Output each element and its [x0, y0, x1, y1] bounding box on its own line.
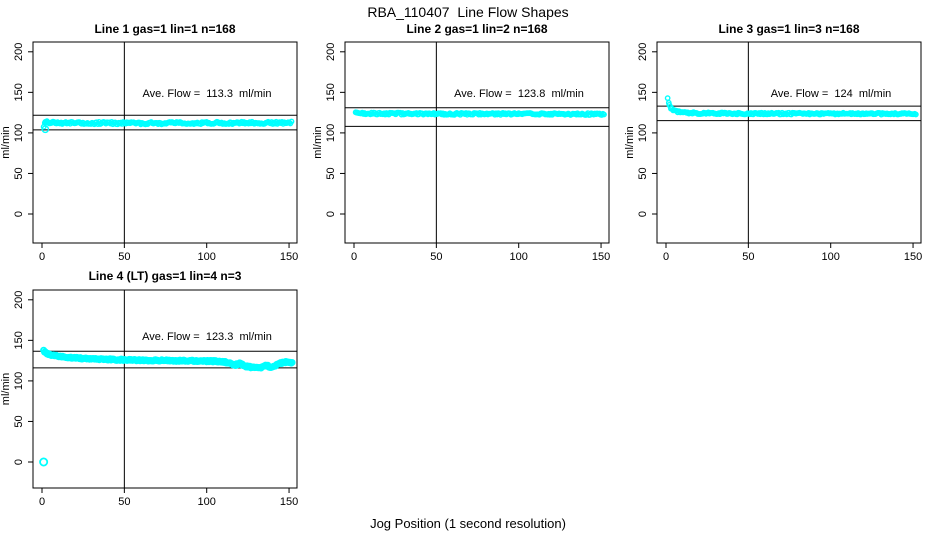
y-axis-tick-label: 0 — [13, 211, 25, 217]
x-axis-tick-label: 150 — [280, 251, 298, 263]
y-axis-tick-label: 0 — [13, 459, 25, 465]
y-axis-tick-label: 100 — [13, 372, 25, 390]
data-point — [912, 111, 919, 118]
y-axis-tick-label: 150 — [325, 83, 337, 101]
y-axis-tick-label: 150 — [13, 331, 25, 349]
ave-flow-annotation-line-3: Ave. Flow = 124 ml/min — [770, 88, 892, 100]
chart-line-1: 0 50 100 150 0 50 100 150 200 ml/min — [0, 41, 298, 263]
x-axis-tick-label: 100 — [510, 251, 528, 263]
chart-line-4: 0 50 100 150 0 50 100 150 200 ml/min — [0, 289, 298, 508]
y-axis-title: ml/min — [0, 126, 12, 158]
y-axis-tick-label: 50 — [637, 167, 649, 179]
data-points — [39, 346, 296, 467]
panel-title-line-2: Line 2 gas=1 lin=2 n=168 — [406, 22, 548, 36]
x-axis-tick-label: 0 — [39, 251, 45, 263]
x-axis-tick-label: 50 — [742, 251, 754, 263]
panel-title-line-1: Line 1 gas=1 lin=1 n=168 — [94, 22, 236, 36]
data-point — [601, 111, 607, 118]
y-axis-tick-label: 200 — [637, 43, 649, 61]
chart-line-2: 0 50 100 150 0 50 100 150 200 ml/min — [312, 41, 610, 263]
main-title: RBA_110407 Line Flow Shapes — [367, 4, 569, 20]
x-axis-tick-label: 50 — [118, 496, 130, 508]
ave-flow-annotation-line-4: Ave. Flow = 123.3 ml/min — [142, 331, 272, 343]
y-axis-title: ml/min — [624, 126, 636, 158]
y-axis-title: ml/min — [312, 126, 324, 158]
y-axis-tick-label: 150 — [13, 83, 25, 101]
y-axis-tick-label: 50 — [13, 415, 25, 427]
y-axis-title: ml/min — [0, 373, 12, 405]
y-axis-tick-label: 0 — [325, 211, 337, 217]
data-point — [664, 95, 671, 102]
y-axis-tick-label: 150 — [637, 83, 649, 101]
x-axis-tick-label: 50 — [118, 251, 130, 263]
y-axis-tick-label: 200 — [325, 43, 337, 61]
y-axis-tick-label: 50 — [325, 167, 337, 179]
data-points — [664, 95, 919, 118]
y-axis-tick-label: 0 — [637, 211, 649, 217]
plot-box — [656, 41, 922, 244]
data-points — [352, 109, 607, 118]
panel-title-line-4: Line 4 (LT) gas=1 lin=4 n=3 — [88, 269, 242, 283]
y-axis-tick-label: 100 — [637, 124, 649, 142]
x-axis-tick-label: 150 — [904, 251, 922, 263]
x-axis-tick-label: 0 — [663, 251, 669, 263]
x-axis-tick-label: 100 — [198, 496, 216, 508]
data-point — [288, 118, 295, 125]
x-axis-tick-label: 150 — [280, 496, 298, 508]
y-axis-tick-label: 100 — [325, 124, 337, 142]
outlier-point — [39, 457, 49, 467]
x-axis-tick-label: 150 — [592, 251, 610, 263]
outlier-point — [41, 125, 50, 134]
x-axis-tick-label: 100 — [198, 251, 216, 263]
plot-box — [344, 41, 610, 244]
ave-flow-annotation-line-2: Ave. Flow = 123.8 ml/min — [454, 88, 584, 100]
data-point — [288, 358, 296, 366]
panel-title-line-3: Line 3 gas=1 lin=3 n=168 — [718, 22, 860, 36]
y-axis-tick-label: 200 — [13, 291, 25, 309]
data-points — [40, 118, 295, 134]
plot-box — [32, 289, 298, 489]
x-axis-tick-label: 0 — [351, 251, 357, 263]
x-axis-title: Jog Position (1 second resolution) — [370, 516, 566, 531]
chart-line-3: 0 50 100 150 0 50 100 150 200 ml/min — [624, 41, 922, 263]
ave-flow-annotation-line-1: Ave. Flow = 113.3 ml/min — [142, 88, 272, 100]
x-axis-tick-label: 0 — [39, 496, 45, 508]
x-axis-tick-label: 100 — [822, 251, 840, 263]
plot-box — [32, 41, 298, 244]
y-axis-tick-label: 200 — [13, 43, 25, 61]
y-axis-tick-label: 50 — [13, 167, 25, 179]
y-axis-tick-label: 100 — [13, 124, 25, 142]
x-axis-tick-label: 50 — [430, 251, 442, 263]
